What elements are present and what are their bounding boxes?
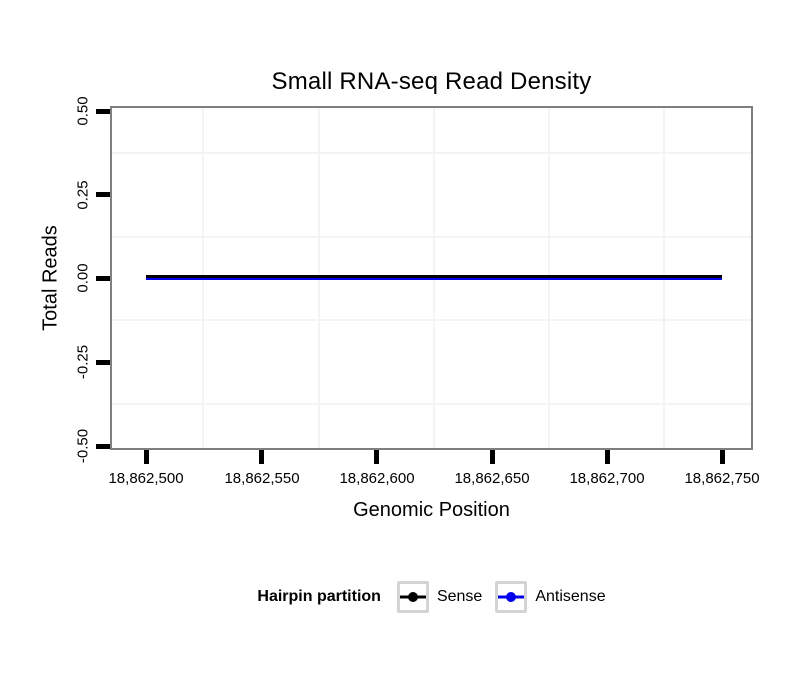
plot-panel <box>110 106 753 450</box>
y-axis-tick <box>96 192 110 197</box>
x-axis-tick <box>720 450 725 464</box>
legend-key-antisense <box>495 581 528 613</box>
y-axis-tick <box>96 276 110 281</box>
y-axis-tick <box>96 109 110 114</box>
x-axis-title: Genomic Position <box>353 499 510 521</box>
antisense-line <box>146 277 722 280</box>
y-axis-tick-label: -0.50 <box>74 428 92 464</box>
sense-line <box>146 275 722 278</box>
x-axis-tick-label: 18,862,500 <box>108 470 184 487</box>
sense-point-swatch <box>407 592 418 602</box>
x-axis-tick <box>374 450 379 464</box>
legend-item-sense: Sense <box>396 581 483 613</box>
antisense-point-swatch <box>506 592 517 602</box>
gridline-minor-horizontal <box>112 403 751 405</box>
gridline-minor-horizontal <box>112 152 751 154</box>
x-axis-tick <box>605 450 610 464</box>
chart-title: Small RNA-seq Read Density <box>271 68 592 95</box>
x-axis-tick-label: 18,862,700 <box>569 470 645 487</box>
x-axis-tick <box>259 450 264 464</box>
legend-label-sense: Sense <box>436 588 483 605</box>
x-axis-tick-label: 18,862,600 <box>339 470 415 487</box>
legend-label-antisense: Antisense <box>535 588 606 605</box>
y-axis-tick-label: 0.00 <box>74 263 92 293</box>
y-axis-tick-label: -0.25 <box>74 344 92 380</box>
x-axis-tick-label: 18,862,550 <box>224 470 300 487</box>
gridline-minor-horizontal <box>112 236 751 238</box>
y-axis-tick <box>96 444 110 449</box>
x-axis-tick <box>490 450 495 464</box>
x-axis-tick-label: 18,862,750 <box>684 470 760 487</box>
y-axis-title: Total Reads <box>39 225 62 331</box>
gridline-minor-horizontal <box>112 319 751 321</box>
legend-title: Hairpin partition <box>257 588 381 605</box>
y-axis-tick-label: 0.25 <box>74 180 92 210</box>
legend: Hairpin partition Sense Antisense <box>112 578 751 616</box>
y-axis-tick-label: 0.50 <box>74 96 92 126</box>
legend-item-antisense: Antisense <box>495 581 606 613</box>
x-axis-tick-label: 18,862,650 <box>454 470 530 487</box>
x-axis-tick <box>144 450 149 464</box>
legend-key-sense <box>396 581 429 613</box>
y-axis-tick <box>96 360 110 365</box>
